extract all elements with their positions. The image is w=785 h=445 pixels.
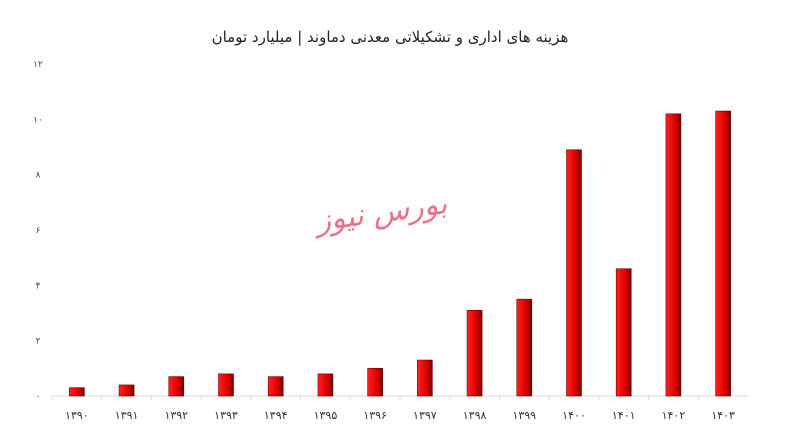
bar (665, 113, 682, 397)
bar (367, 368, 383, 397)
x-tick-label: ۱۳۹۶ (363, 409, 387, 422)
y-tick-label: ۸ (36, 171, 41, 181)
bar (267, 376, 284, 397)
bar (516, 298, 533, 397)
bar (715, 110, 731, 397)
x-tick-label: ۱۳۹۲ (164, 409, 188, 422)
bar (466, 309, 483, 397)
y-tick-label: ۲ (36, 337, 41, 347)
x-tick-label: ۱۳۹۵ (314, 409, 338, 422)
y-tick-label: ۱۰ (33, 115, 43, 125)
y-tick-label: ۰ (36, 392, 41, 402)
bar (168, 376, 185, 397)
x-tick-label: ۱۳۹۷ (413, 409, 437, 422)
bars-group (69, 110, 731, 397)
x-tick-label: ۱۴۰۳ (711, 409, 735, 422)
x-tick-label: ۱۳۹۹ (512, 409, 536, 422)
bar (69, 387, 85, 397)
y-axis-ticks: ۰ ۲ ۴ ۶ ۸ ۱۰ ۱۲ (33, 60, 43, 402)
bar (615, 268, 632, 397)
y-tick-label: ۱۲ (33, 60, 43, 70)
x-tick-label: ۱۴۰۲ (662, 409, 686, 422)
x-tick-label: ۱۳۹۴ (264, 409, 288, 422)
bar (118, 384, 135, 397)
x-tick-label: ۱۳۹۸ (463, 409, 487, 422)
chart-title: هزینه های اداری و تشکیلاتی معدنی دماوند … (212, 28, 569, 46)
x-tick-label: ۱۳۹۱ (115, 409, 139, 422)
y-tick-label: ۶ (36, 226, 41, 236)
y-tick-label: ۴ (36, 281, 41, 291)
x-tick-label: ۱۴۰۰ (562, 409, 586, 422)
x-axis-ticks: ۱۳۹۰ ۱۳۹۱ ۱۳۹۲ ۱۳۹۳ ۱۳۹۴ ۱۳۹۵ ۱۳۹۶ ۱۳۹۷ ۱۳۹۸ ۱۳۹۹… (51, 396, 735, 422)
bar (218, 373, 234, 397)
x-tick-label: ۱۴۰۱ (612, 409, 636, 422)
watermark-logo: بورس نیوز (310, 186, 449, 240)
bar (566, 149, 582, 397)
x-tick-label: ۱۳۹۰ (65, 409, 89, 422)
x-tick-label: ۱۳۹۳ (214, 409, 238, 422)
bar (317, 373, 334, 397)
bar (417, 359, 433, 397)
